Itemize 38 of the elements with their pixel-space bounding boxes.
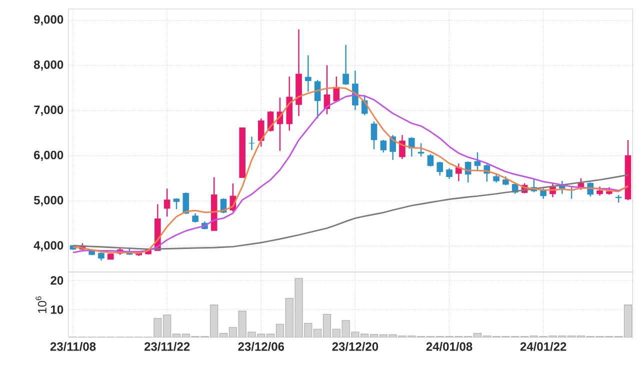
candlestick	[305, 54, 312, 92]
y-tick-label: 5,000	[34, 196, 64, 206]
candlestick	[446, 168, 452, 180]
candlestick	[370, 120, 378, 150]
y-tick-label: 7,000	[34, 106, 64, 116]
bar	[304, 323, 312, 338]
bar	[210, 304, 218, 338]
bar	[285, 298, 294, 338]
candlestick	[342, 44, 349, 86]
bar	[238, 310, 246, 338]
candlestick	[474, 152, 481, 172]
candlestick	[456, 162, 462, 182]
candlestick	[427, 153, 434, 168]
y-axis-title: 10$^{6}$	[36, 296, 46, 313]
y-tick-label: 10	[51, 305, 64, 314]
candlestick	[192, 212, 198, 224]
bar	[163, 314, 172, 338]
x-tick-label: 24/01/08	[426, 342, 472, 351]
candlestick	[164, 188, 170, 218]
candlestick	[436, 161, 444, 176]
bar	[322, 314, 332, 338]
bar	[154, 318, 162, 338]
x-tick-label: 24/01/22	[520, 342, 566, 351]
candlestick	[596, 186, 603, 196]
x-tick-label: 23/11/08	[50, 342, 96, 351]
candlestick	[418, 142, 424, 158]
x-tick-label: 23/11/22	[144, 342, 190, 351]
y-tick-label: 8,000	[34, 60, 64, 71]
y-tick-label: 4,000	[34, 241, 64, 252]
y-tick-label: 6,000	[34, 150, 64, 161]
candlestick	[380, 139, 387, 154]
y-tick-label: 9,000	[34, 15, 64, 26]
x-tick-label: 23/12/20	[332, 342, 378, 351]
candlestick	[258, 118, 264, 148]
y-tick-label: 20	[50, 276, 64, 285]
candlestick	[248, 136, 255, 151]
x-tick-label: 23/12/06	[238, 342, 284, 351]
candlestick	[182, 192, 190, 215]
